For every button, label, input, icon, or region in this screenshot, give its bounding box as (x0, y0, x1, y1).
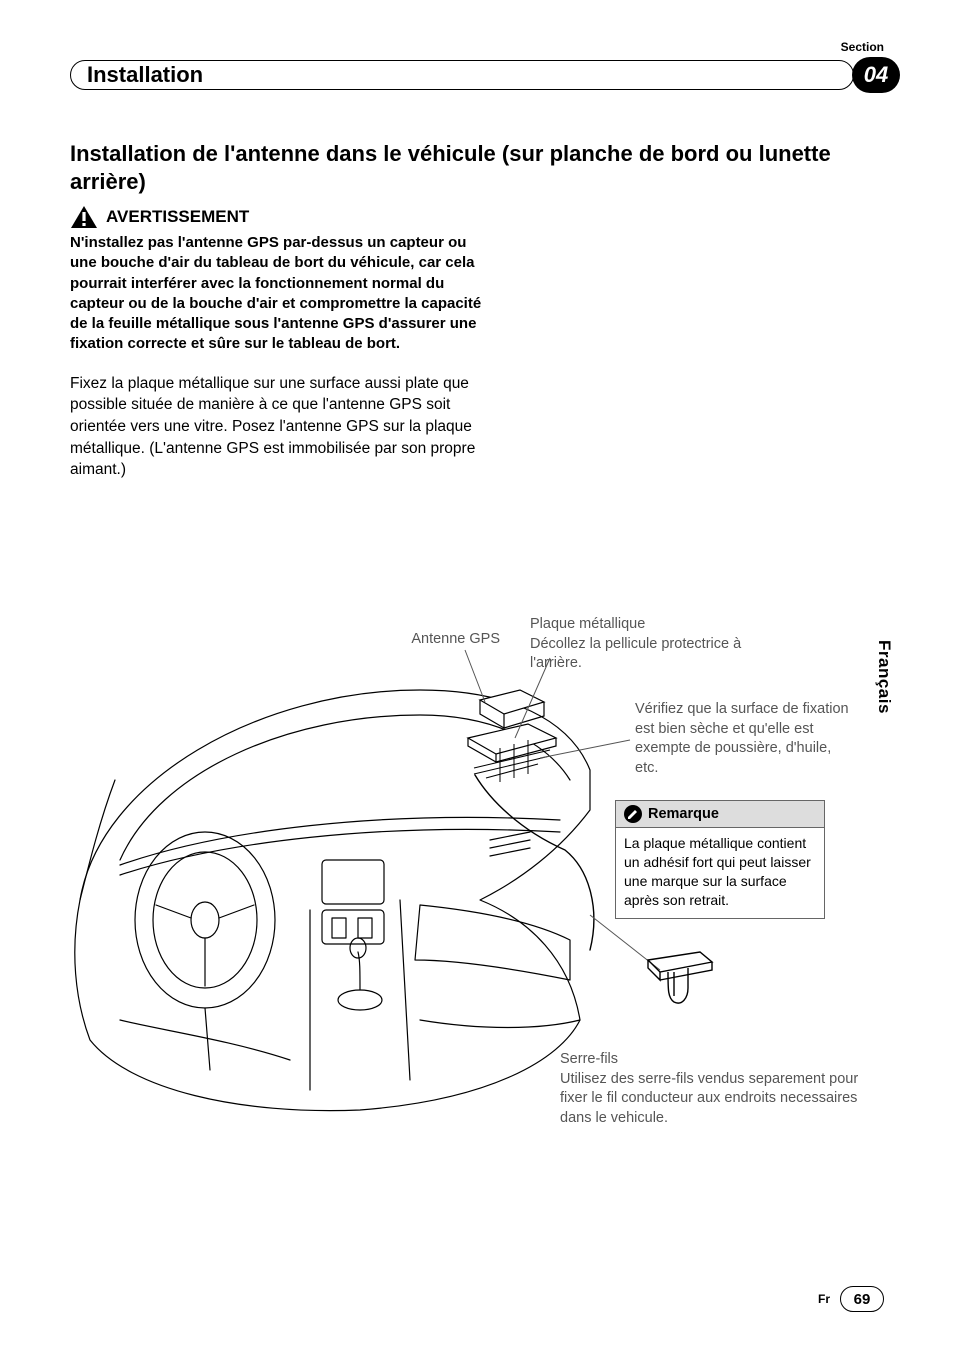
section-number: 04 (864, 62, 888, 88)
page-header: Section Installation 04 (70, 60, 894, 96)
warning-body: N'installez pas l'antenne GPS par-dessus… (70, 233, 490, 355)
language-side-tab: Français (874, 640, 894, 714)
warning-icon (70, 205, 98, 229)
callout-plate: Plaque métallique Décollez la pellicule … (530, 615, 750, 674)
callout-plate-title: Plaque métallique (530, 616, 645, 632)
page-number-pill: 69 (840, 1286, 884, 1312)
pencil-icon (624, 805, 642, 823)
page-number: 69 (854, 1291, 871, 1308)
diagram-area: Antenne GPS Plaque métallique Décollez l… (70, 620, 890, 1180)
warning-header: AVERTISSEMENT (70, 205, 894, 229)
section-label: Section (841, 40, 884, 54)
footer-lang-abbrev: Fr (818, 1292, 830, 1306)
title-pill: Installation (70, 60, 854, 90)
instruction-paragraph: Fixez la plaque métallique sur une surfa… (70, 373, 490, 481)
remark-header: Remarque (616, 801, 824, 828)
page-footer: Fr 69 (818, 1286, 884, 1312)
remark-body: La plaque métallique contient un adhésif… (616, 828, 824, 918)
callout-surface: Vérifiez que la surface de fixation est … (635, 700, 855, 778)
callout-clamp-title: Serre-fils (560, 1051, 618, 1067)
page-title: Installation (87, 62, 203, 88)
remark-box: Remarque La plaque métallique contient u… (615, 800, 825, 919)
remark-title: Remarque (648, 806, 719, 822)
callout-plate-body: Décollez la pellicule protectrice à l'ar… (530, 636, 741, 672)
main-content: Installation de l'antenne dans le véhicu… (70, 140, 894, 481)
section-number-badge: 04 (852, 57, 900, 93)
clamp-illustration (640, 950, 720, 1020)
callout-antenna: Antenne GPS (390, 630, 500, 650)
callout-clamp: Serre-fils Utilisez des serre-fils vendu… (560, 1050, 860, 1128)
subheading: Installation de l'antenne dans le véhicu… (70, 140, 894, 195)
warning-label: AVERTISSEMENT (106, 207, 249, 227)
callout-clamp-body: Utilisez des serre-fils vendus separemen… (560, 1071, 858, 1126)
